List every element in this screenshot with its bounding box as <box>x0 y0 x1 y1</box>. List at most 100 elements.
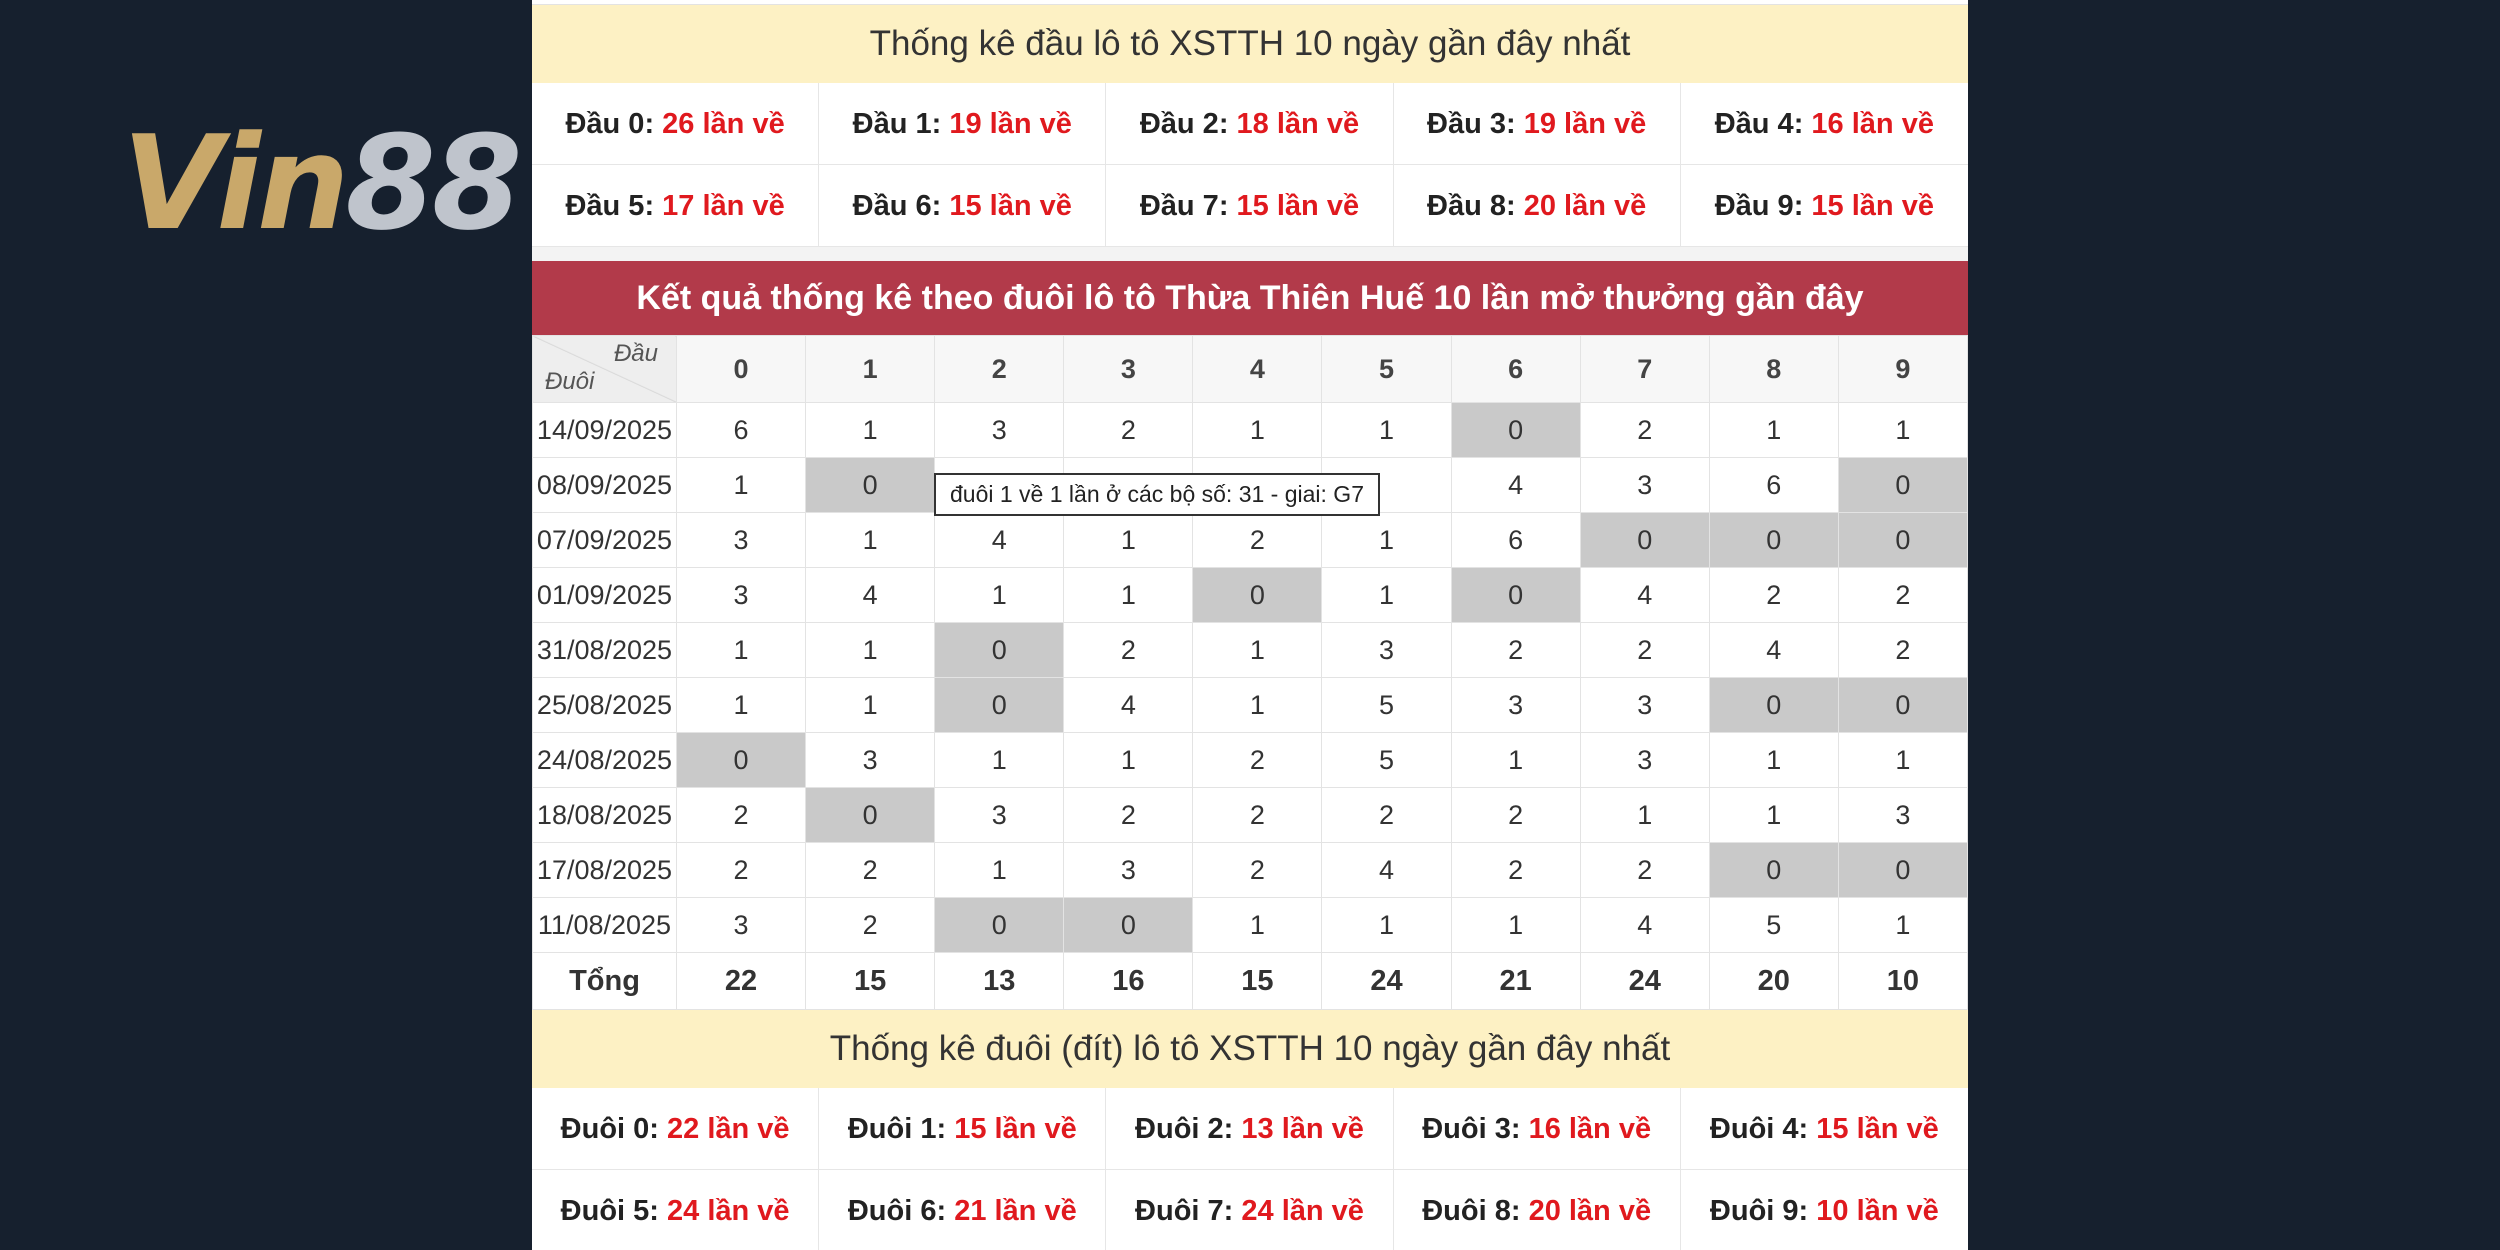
count-cell[interactable]: 0 <box>1450 567 1581 623</box>
count-cell[interactable]: 3 <box>675 897 807 953</box>
count-cell[interactable]: 4 <box>1579 897 1710 953</box>
count-cell[interactable]: 4 <box>805 567 936 623</box>
count-cell[interactable]: 1 <box>1321 567 1452 623</box>
count-cell[interactable]: 1 <box>1321 402 1452 458</box>
count-cell[interactable]: 1 <box>1837 732 1968 788</box>
count-cell[interactable]: 1 <box>1708 787 1839 843</box>
count-cell[interactable]: 2 <box>1321 787 1452 843</box>
count-cell[interactable]: 4 <box>1063 677 1194 733</box>
total-row: Tổng 22 15 13 16 15 24 21 24 20 10 <box>532 952 1968 1010</box>
count-cell[interactable]: 1 <box>675 622 807 678</box>
count-cell[interactable]: 1 <box>805 677 936 733</box>
count-cell[interactable]: 2 <box>805 842 936 898</box>
count-cell[interactable]: 0 <box>934 677 1065 733</box>
count-cell[interactable]: 4 <box>1321 842 1452 898</box>
count-cell[interactable]: 2 <box>1192 787 1323 843</box>
count-cell[interactable]: 2 <box>1450 787 1581 843</box>
count-cell[interactable]: 1 <box>1192 897 1323 953</box>
count-cell[interactable]: 0 <box>805 787 936 843</box>
count-cell[interactable]: 0 <box>1063 897 1194 953</box>
count-cell[interactable]: 0 <box>934 897 1065 953</box>
count-cell[interactable]: 3 <box>675 567 807 623</box>
count-cell[interactable]: 2 <box>675 842 807 898</box>
count-cell[interactable]: 1 <box>1192 622 1323 678</box>
count-cell[interactable]: 1 <box>934 567 1065 623</box>
count-cell[interactable]: 1 <box>1321 512 1452 568</box>
count-cell[interactable]: 1 <box>1192 402 1323 458</box>
count-cell[interactable]: 1 <box>1321 897 1452 953</box>
count-cell[interactable]: 4 <box>1708 622 1839 678</box>
count-cell[interactable]: 1 <box>1192 677 1323 733</box>
count-cell[interactable]: 3 <box>805 732 936 788</box>
count-cell[interactable]: 6 <box>675 402 807 458</box>
count-cell[interactable]: 2 <box>1192 842 1323 898</box>
count-cell[interactable]: 5 <box>1708 897 1839 953</box>
count-cell[interactable]: 2 <box>1708 567 1839 623</box>
count-cell[interactable]: 4 <box>1579 567 1710 623</box>
count-cell[interactable]: 3 <box>1063 842 1194 898</box>
count-cell[interactable]: 1 <box>805 622 936 678</box>
count-cell[interactable]: 3 <box>1579 677 1710 733</box>
count-cell[interactable]: 1 <box>1837 897 1968 953</box>
count-cell[interactable]: 0 <box>1837 677 1968 733</box>
count-cell[interactable]: 2 <box>1192 512 1323 568</box>
count-cell[interactable]: 1 <box>1708 732 1839 788</box>
count-cell[interactable]: 2 <box>1063 402 1194 458</box>
count-cell[interactable]: 2 <box>1837 567 1968 623</box>
count-cell[interactable]: 0 <box>1708 512 1839 568</box>
count-cell[interactable]: 3 <box>1579 457 1710 513</box>
count-cell[interactable]: 1 <box>1837 402 1968 458</box>
count-cell[interactable]: 2 <box>1063 787 1194 843</box>
count-cell[interactable]: 2 <box>1063 622 1194 678</box>
count-cell[interactable]: 1 <box>1063 512 1194 568</box>
count-cell[interactable]: 1 <box>675 677 807 733</box>
count-cell[interactable]: 0 <box>934 622 1065 678</box>
count-cell[interactable]: 0 <box>675 732 807 788</box>
count-cell[interactable]: 2 <box>1579 622 1710 678</box>
count-cell[interactable]: 5 <box>1321 732 1452 788</box>
count-cell[interactable]: 3 <box>1450 677 1581 733</box>
count-cell[interactable]: 2 <box>1837 622 1968 678</box>
count-cell[interactable]: 0 <box>1708 677 1839 733</box>
count-cell[interactable]: 1 <box>805 402 936 458</box>
count-cell[interactable]: 3 <box>1321 622 1452 678</box>
count-cell[interactable]: 0 <box>805 457 936 513</box>
count-cell[interactable]: 1 <box>805 512 936 568</box>
count-cell[interactable]: 2 <box>1192 732 1323 788</box>
count-cell[interactable]: 0 <box>1450 402 1581 458</box>
count-cell[interactable]: 2 <box>805 897 936 953</box>
count-cell[interactable]: 4 <box>934 512 1065 568</box>
count-cell[interactable]: 2 <box>1450 622 1581 678</box>
count-cell[interactable]: 1 <box>675 457 807 513</box>
count-cell[interactable]: 1 <box>934 732 1065 788</box>
count-cell[interactable]: 3 <box>1579 732 1710 788</box>
count-cell[interactable]: 1 <box>1450 732 1581 788</box>
count-cell[interactable]: 1 <box>1579 787 1710 843</box>
count-cell[interactable]: 2 <box>1450 842 1581 898</box>
count-cell[interactable]: 5 <box>1321 677 1452 733</box>
row-date-cell: 01/09/2025 <box>532 567 677 623</box>
count-cell[interactable]: 3 <box>675 512 807 568</box>
dau-stat-count: 15 lần về <box>1811 190 1934 222</box>
count-cell[interactable]: 4 <box>1450 457 1581 513</box>
count-cell[interactable]: 2 <box>1579 402 1710 458</box>
count-cell[interactable]: 6 <box>1450 512 1581 568</box>
count-cell[interactable]: 1 <box>1450 897 1581 953</box>
count-cell[interactable]: 2 <box>1579 842 1710 898</box>
count-cell[interactable]: 2 <box>675 787 807 843</box>
count-cell[interactable]: 0 <box>1192 567 1323 623</box>
count-cell[interactable]: 1 <box>1063 732 1194 788</box>
count-cell[interactable]: 1 <box>1708 402 1839 458</box>
count-cell[interactable]: 0 <box>1837 842 1968 898</box>
count-cell[interactable]: 0 <box>1579 512 1710 568</box>
count-cell[interactable]: 1 <box>934 842 1065 898</box>
count-cell[interactable]: 1 <box>1063 567 1194 623</box>
count-cell[interactable]: 3 <box>1837 787 1968 843</box>
count-cell[interactable]: 3 <box>934 402 1065 458</box>
count-cell[interactable]: 0 <box>1837 512 1968 568</box>
count-cell[interactable]: 6 <box>1708 457 1839 513</box>
count-cell[interactable]: 0 <box>1837 457 1968 513</box>
dau-stat-label: Đầu 2: <box>1139 108 1229 140</box>
count-cell[interactable]: 3 <box>934 787 1065 843</box>
count-cell[interactable]: 0 <box>1708 842 1839 898</box>
